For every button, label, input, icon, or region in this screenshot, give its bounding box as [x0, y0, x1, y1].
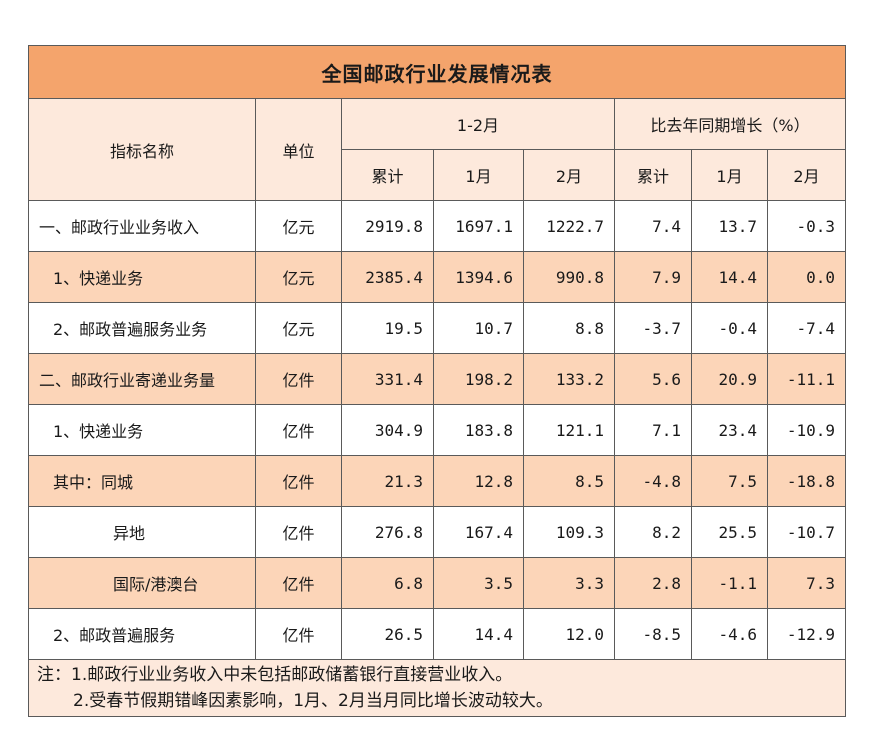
row-unit: 亿件: [255, 353, 342, 405]
cell-value: 198.2: [433, 353, 524, 405]
cell-value: -0.4: [691, 302, 768, 354]
cell-value: 1394.6: [433, 251, 524, 303]
cell-value: 26.5: [341, 608, 434, 660]
cell-value: -4.8: [614, 455, 692, 507]
cell-value: -10.7: [767, 506, 846, 558]
subheader-growth-feb: 2月: [767, 149, 846, 201]
table-notes: 注：1.邮政行业业务收入中未包括邮政储蓄银行直接营业收入。 2.受春节假期错峰因…: [28, 659, 846, 717]
table-row: 2、邮政普遍服务 亿件 26.5 14.4 12.0 -8.5 -4.6 -12…: [28, 608, 846, 660]
cell-value: -7.4: [767, 302, 846, 354]
cell-value: 2.8: [614, 557, 692, 609]
cell-value: 1222.7: [523, 200, 615, 252]
cell-value: 990.8: [523, 251, 615, 303]
cell-value: 8.5: [523, 455, 615, 507]
cell-value: 7.4: [614, 200, 692, 252]
cell-value: -0.3: [767, 200, 846, 252]
note-line: 2.受春节假期错峰因素影响，1月、2月当月同比增长波动较大。: [73, 691, 553, 711]
cell-value: -3.7: [614, 302, 692, 354]
table-row: 异地 亿件 276.8 167.4 109.3 8.2 25.5 -10.7: [28, 506, 846, 558]
subheader-cumulative: 累计: [341, 149, 434, 201]
row-unit: 亿件: [255, 455, 342, 507]
cell-value: 20.9: [691, 353, 768, 405]
row-name: 国际/港澳台: [28, 557, 256, 609]
row-name: 2、邮政普遍服务: [28, 608, 256, 660]
cell-value: 10.7: [433, 302, 524, 354]
cell-value: 14.4: [691, 251, 768, 303]
subheader-jan: 1月: [433, 149, 524, 201]
cell-value: 304.9: [341, 404, 434, 456]
row-unit: 亿件: [255, 404, 342, 456]
row-name: 一、邮政行业业务收入: [28, 200, 256, 252]
row-unit: 亿件: [255, 608, 342, 660]
cell-value: 21.3: [341, 455, 434, 507]
cell-value: -8.5: [614, 608, 692, 660]
cell-value: 14.4: [433, 608, 524, 660]
cell-value: 167.4: [433, 506, 524, 558]
row-unit: 亿元: [255, 302, 342, 354]
cell-value: -12.9: [767, 608, 846, 660]
subheader-feb: 2月: [523, 149, 615, 201]
cell-value: 23.4: [691, 404, 768, 456]
cell-value: -4.6: [691, 608, 768, 660]
cell-value: 2919.8: [341, 200, 434, 252]
table-row: 国际/港澳台 亿件 6.8 3.5 3.3 2.8 -1.1 7.3: [28, 557, 846, 609]
cell-value: 183.8: [433, 404, 524, 456]
row-name: 其中：同城: [28, 455, 256, 507]
row-unit: 亿件: [255, 557, 342, 609]
cell-value: 109.3: [523, 506, 615, 558]
cell-value: 25.5: [691, 506, 768, 558]
table-row: 二、邮政行业寄递业务量 亿件 331.4 198.2 133.2 5.6 20.…: [28, 353, 846, 405]
table-row: 其中：同城 亿件 21.3 12.8 8.5 -4.8 7.5 -18.8: [28, 455, 846, 507]
cell-value: 1697.1: [433, 200, 524, 252]
cell-value: 5.6: [614, 353, 692, 405]
cell-value: -1.1: [691, 557, 768, 609]
cell-value: 7.9: [614, 251, 692, 303]
cell-value: 276.8: [341, 506, 434, 558]
row-name: 1、快递业务: [28, 251, 256, 303]
table-row: 1、快递业务 亿件 304.9 183.8 121.1 7.1 23.4 -10…: [28, 404, 846, 456]
row-name: 1、快递业务: [28, 404, 256, 456]
table-row: 2、邮政普遍服务业务 亿元 19.5 10.7 8.8 -3.7 -0.4 -7…: [28, 302, 846, 354]
cell-value: 7.5: [691, 455, 768, 507]
table-title: 全国邮政行业发展情况表: [28, 45, 846, 99]
subheader-growth-jan: 1月: [691, 149, 768, 201]
postal-development-table: 全国邮政行业发展情况表 指标名称 单位 1-2月 比去年同期增长（%） 累计 1…: [28, 45, 846, 717]
header-indicator: 指标名称: [28, 98, 256, 201]
cell-value: 121.1: [523, 404, 615, 456]
cell-value: 0.0: [767, 251, 846, 303]
cell-value: 6.8: [341, 557, 434, 609]
table-row: 一、邮政行业业务收入 亿元 2919.8 1697.1 1222.7 7.4 1…: [28, 200, 846, 252]
cell-value: 133.2: [523, 353, 615, 405]
cell-value: 3.3: [523, 557, 615, 609]
cell-value: 3.5: [433, 557, 524, 609]
cell-value: 12.0: [523, 608, 615, 660]
row-unit: 亿件: [255, 506, 342, 558]
row-unit: 亿元: [255, 200, 342, 252]
cell-value: -11.1: [767, 353, 846, 405]
cell-value: -10.9: [767, 404, 846, 456]
cell-value: 13.7: [691, 200, 768, 252]
header-growth: 比去年同期增长（%）: [614, 98, 846, 150]
cell-value: 331.4: [341, 353, 434, 405]
cell-value: 19.5: [341, 302, 434, 354]
cell-value: 8.8: [523, 302, 615, 354]
subheader-growth-cumulative: 累计: [614, 149, 692, 201]
table-row: 1、快递业务 亿元 2385.4 1394.6 990.8 7.9 14.4 0…: [28, 251, 846, 303]
header-unit: 单位: [255, 98, 342, 201]
cell-value: 8.2: [614, 506, 692, 558]
header-period: 1-2月: [341, 98, 615, 150]
cell-value: 7.1: [614, 404, 692, 456]
note-line: 注：1.邮政行业业务收入中未包括邮政储蓄银行直接营业收入。: [37, 665, 513, 685]
row-name: 2、邮政普遍服务业务: [28, 302, 256, 354]
row-name: 异地: [28, 506, 256, 558]
row-unit: 亿元: [255, 251, 342, 303]
cell-value: -18.8: [767, 455, 846, 507]
development-table-container: 全国邮政行业发展情况表 指标名称 单位 1-2月 比去年同期增长（%） 累计 1…: [28, 45, 846, 717]
row-name: 二、邮政行业寄递业务量: [28, 353, 256, 405]
cell-value: 2385.4: [341, 251, 434, 303]
cell-value: 12.8: [433, 455, 524, 507]
cell-value: 7.3: [767, 557, 846, 609]
